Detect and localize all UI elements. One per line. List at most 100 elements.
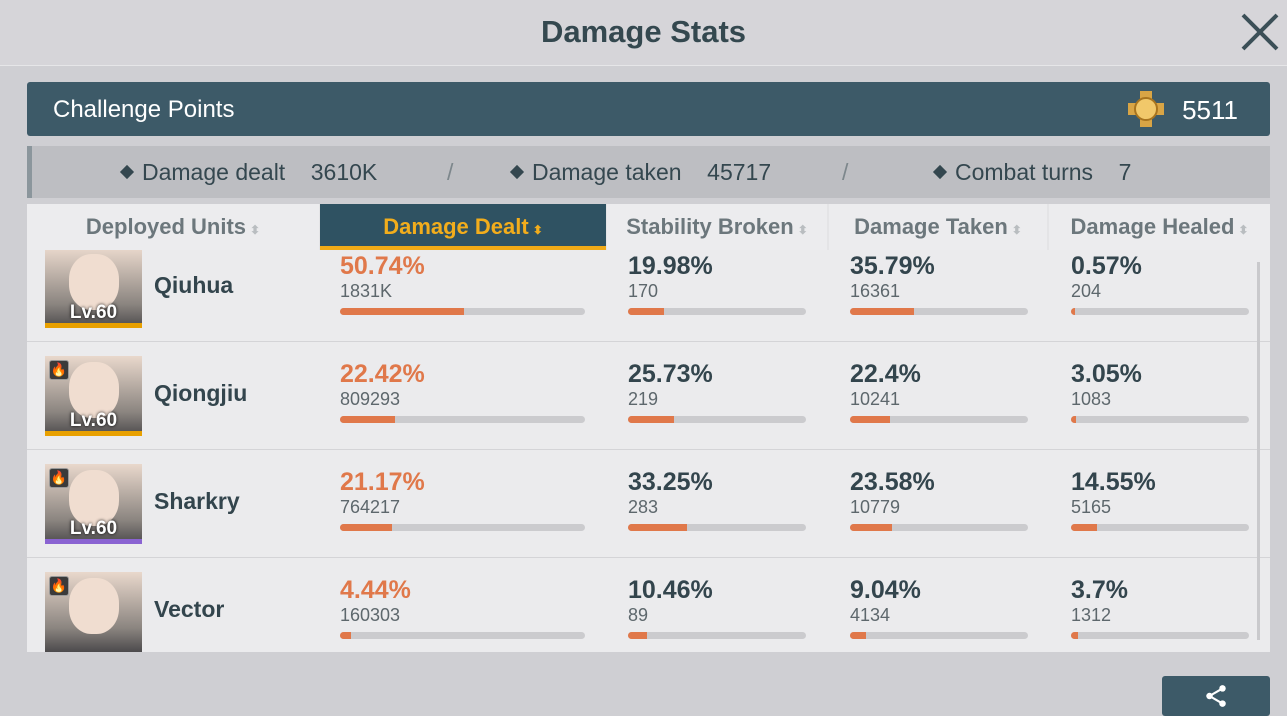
stability-progress-fill — [628, 416, 674, 423]
scrollbar[interactable] — [1257, 262, 1260, 640]
challenge-points-label: Challenge Points — [53, 96, 235, 123]
healed-cell: 14.55% 5165 — [1071, 468, 1249, 531]
dealt-progress-fill — [340, 416, 395, 423]
table-row[interactable]: 🔥 Lv.60 Qiongjiu 22.42% 809293 25.73% 219 … — [27, 342, 1270, 450]
dealt-cell: 21.17% 764217 — [340, 468, 585, 531]
taken-progress-fill — [850, 308, 914, 315]
taken-percent: 22.4% — [850, 360, 921, 388]
summary-combat-turns: Combat turns 7 — [932, 159, 1131, 186]
healed-cell: 3.05% 1083 — [1071, 360, 1249, 423]
table-row[interactable]: Lv.60 Qiuhua 50.74% 1831K 19.98% 170 35.7… — [27, 250, 1270, 342]
rarity-strip — [45, 431, 142, 436]
stability-value: 219 — [628, 389, 659, 409]
sort-icon: ⬍ — [1011, 223, 1022, 237]
dealt-progress-fill — [340, 632, 351, 639]
column-label: Damage Taken — [854, 214, 1008, 239]
portrait — [69, 254, 119, 310]
sort-icon: ⬍ — [250, 223, 261, 237]
dealt-progress-bar — [340, 308, 585, 315]
unit-avatar: 🔥 Lv.60 — [45, 356, 142, 436]
unit-name: Qiongjiu — [154, 380, 248, 406]
rarity-strip — [45, 323, 142, 328]
healed-value: 1083 — [1071, 389, 1112, 409]
dealt-progress-bar — [340, 416, 585, 423]
taken-progress-bar — [850, 632, 1028, 639]
summary-damage-taken: Damage taken 45717 — [509, 159, 771, 186]
table-body[interactable]: Lv.60 Qiuhua 50.74% 1831K 19.98% 170 35.7… — [27, 250, 1270, 652]
stability-progress-fill — [628, 308, 664, 315]
stability-percent: 25.73% — [628, 360, 713, 388]
dealt-progress-fill — [340, 308, 465, 315]
table-row[interactable]: 🔥 Vector 4.44% 160303 10.46% 89 9.04% 413… — [27, 558, 1270, 652]
share-icon — [1206, 685, 1226, 707]
stability-progress-fill — [628, 632, 647, 639]
column-label: Damage Dealt — [383, 214, 529, 239]
stability-value: 283 — [628, 497, 659, 517]
tab-stability-broken[interactable]: Stability Broken ⬍ — [607, 204, 827, 250]
dealt-value: 809293 — [340, 389, 401, 409]
tab-damage-taken[interactable]: Damage Taken ⬍ — [829, 204, 1047, 250]
dealt-percent: 4.44% — [340, 576, 411, 604]
stability-progress-bar — [628, 524, 806, 531]
dealt-value: 1831K — [340, 281, 393, 301]
unit-avatar: Lv.60 — [45, 250, 142, 328]
diamond-icon — [932, 164, 948, 180]
stability-value: 170 — [628, 281, 659, 301]
diamond-icon — [119, 164, 135, 180]
unit-avatar: 🔥 — [45, 572, 142, 652]
healed-progress-fill — [1071, 524, 1097, 531]
summary-bar: Damage dealt 3610K / Damage taken 45717 … — [27, 146, 1270, 198]
stability-progress-fill — [628, 524, 688, 531]
taken-progress-fill — [850, 632, 867, 639]
summary-damage-dealt: Damage dealt 3610K — [119, 159, 377, 186]
taken-cell: 22.4% 10241 — [850, 360, 1028, 423]
unit-avatar: 🔥 Lv.60 — [45, 464, 142, 544]
unit-level: Lv.60 — [69, 518, 118, 539]
stability-percent: 10.46% — [628, 576, 713, 604]
header: Damage Stats — [0, 0, 1287, 66]
healed-progress-fill — [1071, 632, 1078, 639]
stability-progress-bar — [628, 632, 806, 639]
unit-level: Lv.60 — [69, 410, 118, 431]
healed-progress-bar — [1071, 632, 1249, 639]
portrait — [69, 470, 119, 526]
rarity-strip — [45, 539, 142, 544]
healed-cell: 0.57% 204 — [1071, 252, 1249, 315]
tab-damage-dealt[interactable]: Damage Dealt ⬍ — [320, 204, 606, 250]
tab-deployed-units[interactable]: Deployed Units ⬍ — [27, 204, 319, 250]
taken-cell: 9.04% 4134 — [850, 576, 1028, 639]
dealt-cell: 50.74% 1831K — [340, 252, 585, 315]
fire-element-icon: 🔥 — [49, 468, 69, 488]
healed-progress-bar — [1071, 308, 1249, 315]
dealt-value: 160303 — [340, 605, 401, 625]
medal-icon — [1128, 91, 1164, 127]
taken-progress-bar — [850, 524, 1028, 531]
challenge-points-bar: Challenge Points 5511 — [27, 82, 1270, 136]
healed-progress-fill — [1071, 416, 1077, 423]
dealt-cell: 4.44% 160303 — [340, 576, 585, 639]
stability-cell: 33.25% 283 — [628, 468, 806, 531]
taken-progress-bar — [850, 308, 1028, 315]
healed-percent: 3.05% — [1071, 360, 1142, 388]
healed-percent: 0.57% — [1071, 252, 1142, 280]
dealt-percent: 21.17% — [340, 468, 425, 496]
sort-icon: ⬍ — [797, 223, 808, 237]
diamond-icon — [509, 164, 525, 180]
tab-damage-healed[interactable]: Damage Healed ⬍ — [1049, 204, 1270, 250]
share-button[interactable] — [1162, 676, 1270, 716]
page-title: Damage Stats — [540, 14, 747, 49]
stability-percent: 19.98% — [628, 252, 713, 280]
table-row[interactable]: 🔥 Lv.60 Sharkry 21.17% 764217 33.25% 283 2… — [27, 450, 1270, 558]
taken-value: 10779 — [850, 497, 901, 517]
dealt-progress-fill — [340, 524, 392, 531]
healed-value: 204 — [1071, 281, 1102, 301]
healed-progress-fill — [1071, 308, 1075, 315]
close-icon[interactable] — [1240, 12, 1280, 52]
healed-cell: 3.7% 1312 — [1071, 576, 1249, 639]
unit-name: Vector — [154, 596, 225, 622]
healed-progress-bar — [1071, 524, 1249, 531]
taken-value: 4134 — [850, 605, 891, 625]
healed-value: 1312 — [1071, 605, 1112, 625]
portrait — [69, 362, 119, 418]
fire-element-icon: 🔥 — [49, 576, 69, 596]
